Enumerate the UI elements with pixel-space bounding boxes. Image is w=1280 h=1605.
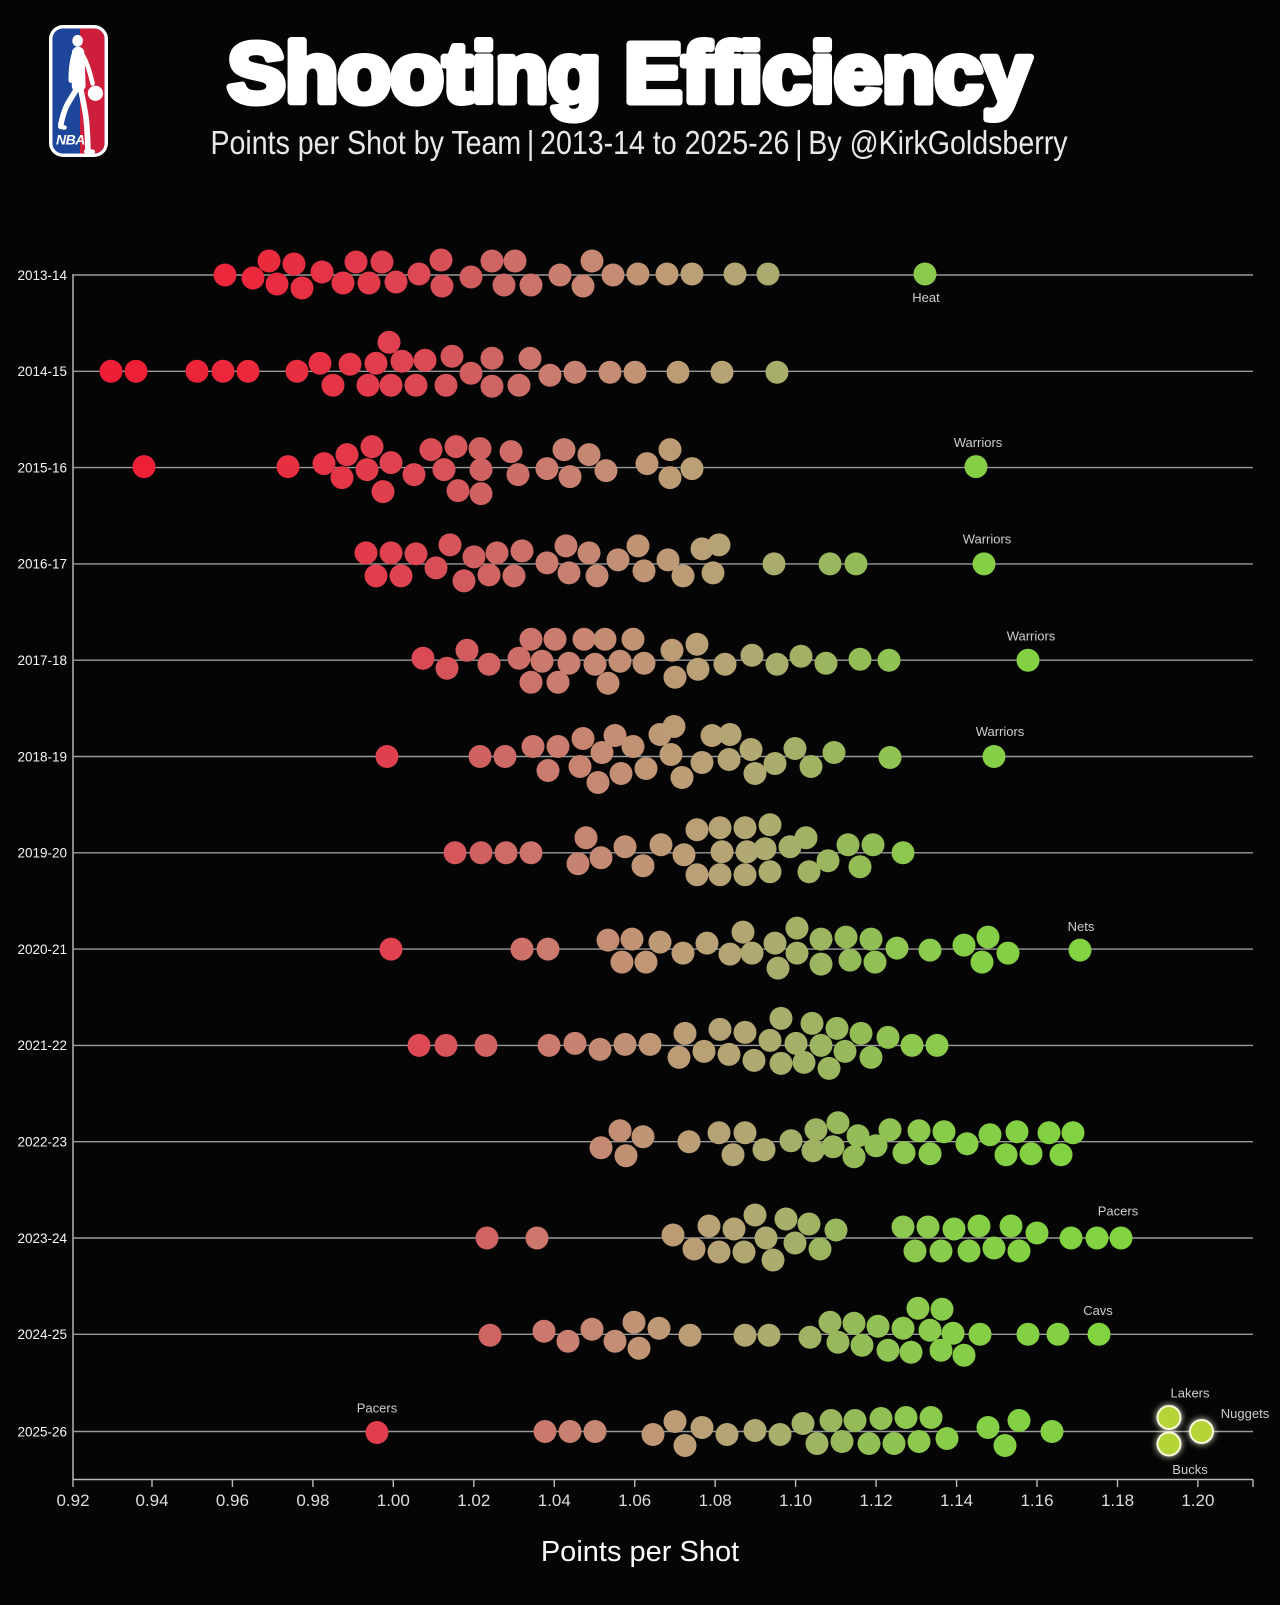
svg-text:1.12: 1.12 xyxy=(860,1491,893,1510)
svg-text:1.08: 1.08 xyxy=(699,1491,732,1510)
svg-text:0.92: 0.92 xyxy=(56,1491,89,1510)
svg-text:Lakers: Lakers xyxy=(1170,1386,1210,1401)
svg-text:0.94: 0.94 xyxy=(135,1491,168,1510)
svg-text:1.14: 1.14 xyxy=(940,1491,973,1510)
svg-text:Warriors: Warriors xyxy=(1007,629,1056,644)
svg-text:1.10: 1.10 xyxy=(779,1491,812,1510)
svg-text:2015-16: 2015-16 xyxy=(17,460,67,475)
svg-text:Bucks: Bucks xyxy=(1172,1462,1208,1477)
svg-text:1.00: 1.00 xyxy=(377,1491,410,1510)
svg-text:Warriors: Warriors xyxy=(963,532,1012,547)
svg-text:1.06: 1.06 xyxy=(618,1491,651,1510)
svg-text:2025-26: 2025-26 xyxy=(17,1424,67,1439)
svg-text:2022-23: 2022-23 xyxy=(17,1135,67,1150)
svg-text:2023-24: 2023-24 xyxy=(17,1231,67,1246)
svg-text:Pacers: Pacers xyxy=(1098,1204,1139,1219)
svg-text:0.98: 0.98 xyxy=(296,1491,329,1510)
svg-text:2021-22: 2021-22 xyxy=(17,1038,67,1053)
svg-text:Nets: Nets xyxy=(1068,919,1095,934)
svg-text:Shooting Efficiency: Shooting Efficiency xyxy=(228,27,1032,120)
svg-text:Points per Shot: Points per Shot xyxy=(541,1536,739,1568)
svg-text:Cavs: Cavs xyxy=(1083,1303,1113,1318)
svg-text:2017-18: 2017-18 xyxy=(17,653,67,668)
svg-text:Points per Shot by Team | 2013: Points per Shot by Team | 2013-14 to 202… xyxy=(210,124,1068,161)
svg-text:1.16: 1.16 xyxy=(1020,1491,1053,1510)
svg-text:1.04: 1.04 xyxy=(538,1491,571,1510)
svg-text:2020-21: 2020-21 xyxy=(17,942,67,957)
svg-text:2018-19: 2018-19 xyxy=(17,749,67,764)
svg-text:1.02: 1.02 xyxy=(457,1491,490,1510)
svg-text:2014-15: 2014-15 xyxy=(17,364,67,379)
svg-text:2019-20: 2019-20 xyxy=(17,846,67,861)
svg-text:NBA: NBA xyxy=(56,132,85,148)
svg-text:Nuggets: Nuggets xyxy=(1221,1406,1270,1421)
svg-text:0.96: 0.96 xyxy=(216,1491,249,1510)
svg-text:1.18: 1.18 xyxy=(1101,1491,1134,1510)
svg-text:Heat: Heat xyxy=(912,290,940,305)
svg-text:2024-25: 2024-25 xyxy=(17,1327,67,1342)
svg-text:1.20: 1.20 xyxy=(1181,1491,1214,1510)
svg-text:Pacers: Pacers xyxy=(357,1401,398,1416)
svg-text:2013-14: 2013-14 xyxy=(17,268,67,283)
svg-text:2016-17: 2016-17 xyxy=(17,557,67,572)
svg-text:Warriors: Warriors xyxy=(954,435,1003,450)
svg-text:Warriors: Warriors xyxy=(976,724,1025,739)
